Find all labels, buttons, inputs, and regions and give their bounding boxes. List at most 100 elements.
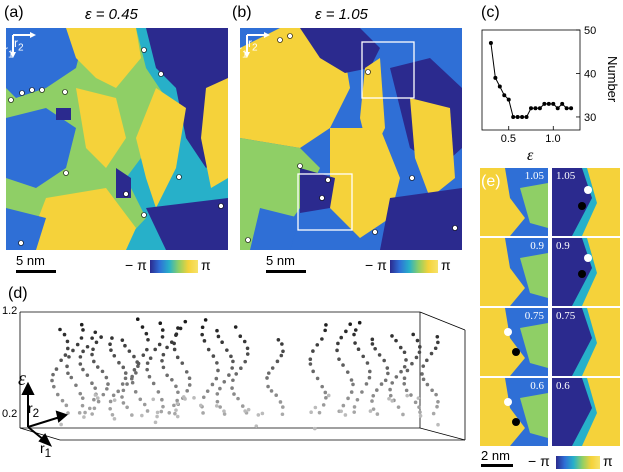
- trajectory-dot: [151, 397, 156, 402]
- trajectory-dot: [216, 334, 221, 339]
- trajectory-dot: [82, 415, 86, 419]
- trajectory-dot: [222, 409, 226, 413]
- trajectory-dot: [429, 351, 434, 356]
- panel-e-scalebar-label: 2 nm: [481, 448, 510, 463]
- trajectory-dot: [180, 361, 185, 365]
- chart-c-point: [564, 106, 569, 111]
- trajectory-dot: [377, 353, 382, 357]
- panel-b-colorbar-max: π: [441, 257, 451, 273]
- trajectory-dot: [182, 396, 187, 401]
- panel-b-scalebar-label: 5 nm: [266, 253, 295, 268]
- trajectory-dot: [92, 397, 96, 402]
- trajectory-dot: [172, 341, 176, 346]
- panel-b-r1-label: r1: [240, 43, 248, 61]
- trajectory-dot: [355, 397, 360, 402]
- trajectory-dot: [402, 350, 407, 355]
- trajectory-dot: [243, 359, 248, 364]
- trajectory-dot: [433, 346, 438, 351]
- trajectory-dot: [172, 403, 176, 408]
- trajectory-dot: [315, 343, 320, 347]
- trajectory-dot: [159, 409, 164, 414]
- tile-epsilon-value: 1.05: [556, 170, 576, 182]
- panel-a-colorbar-min: − π: [125, 257, 147, 273]
- trajectory-dot: [94, 340, 99, 345]
- trajectory-dot: [386, 371, 390, 376]
- trajectory-dot: [311, 369, 315, 374]
- panel-a-scalebar-label: 5 nm: [16, 253, 45, 268]
- panel-a-label: (a): [4, 4, 24, 21]
- panel-b-r2-label: r2: [248, 36, 258, 54]
- trajectory-dot: [116, 389, 120, 394]
- trajectory-dot: [155, 410, 160, 415]
- trajectory-dot: [92, 406, 97, 411]
- trajectory-dot: [95, 396, 100, 400]
- trajectory-dot: [144, 331, 149, 336]
- trajectory-dot: [410, 361, 414, 366]
- trajectory-dot: [99, 335, 103, 339]
- trajectory-dot: [100, 369, 105, 374]
- trajectory-dot: [404, 388, 409, 393]
- trajectory-dot: [206, 347, 211, 352]
- trajectory-dot: [96, 399, 101, 404]
- trajectory-dot: [90, 381, 94, 386]
- panel-b-colorbar-min: − π: [365, 257, 387, 273]
- trajectory-dot: [90, 336, 94, 340]
- trajectory-dot: [371, 407, 376, 411]
- trajectory-dot: [176, 326, 180, 330]
- trajectory-dot: [148, 356, 153, 360]
- panel-b-colorbar: [390, 260, 438, 273]
- panel-a-axes-arrows: [10, 32, 36, 58]
- trajectory-dot: [79, 322, 84, 327]
- trajectory-dot: [321, 403, 326, 407]
- panel-b-phase-map: r2 r1: [240, 28, 462, 250]
- chart-c-ylabel: Number: [605, 56, 620, 103]
- trajectory-dot: [104, 375, 109, 380]
- trajectory-dot: [120, 395, 124, 399]
- trajectory-dot: [364, 382, 369, 386]
- vortex-black-dot: [512, 348, 520, 356]
- trajectory-dot: [308, 357, 313, 361]
- trajectory-dot: [176, 390, 180, 395]
- trajectory-dot: [404, 358, 408, 362]
- trajectory-dot: [308, 362, 313, 366]
- trajectory-dot: [418, 414, 423, 418]
- phase-tile-image: [552, 238, 620, 306]
- panel-b-label: (b): [232, 4, 252, 21]
- trajectory-dot: [245, 346, 250, 351]
- trajectory-dot: [232, 392, 236, 396]
- trajectory-dot: [281, 405, 285, 409]
- chart-c-point: [497, 84, 502, 89]
- chart-c-point: [511, 114, 516, 119]
- trajectory-dot: [140, 325, 145, 329]
- trajectory-dot: [160, 397, 164, 402]
- trajectory-dot: [136, 361, 141, 366]
- trajectory-dot: [185, 389, 190, 393]
- trajectory-dot: [66, 411, 70, 415]
- trajectory-dot: [67, 355, 71, 359]
- trajectory-dot: [405, 393, 409, 398]
- chart-c-point: [515, 114, 520, 119]
- panel-d-r2-label: r2: [28, 400, 40, 420]
- trajectory-dot: [357, 320, 362, 325]
- phase-tile-image: [480, 308, 548, 376]
- trajectory-dot: [320, 384, 324, 389]
- trajectory-dot: [123, 343, 127, 348]
- trajectory-dot: [370, 399, 374, 403]
- trajectory-dot: [175, 355, 180, 360]
- tile-epsilon-value: 1.05: [524, 170, 544, 182]
- trajectory-dot: [52, 384, 56, 389]
- trajectory-dot: [370, 342, 375, 346]
- trajectory-dot: [430, 388, 434, 393]
- trajectory-dot: [108, 399, 113, 404]
- trajectory-dot: [160, 335, 165, 339]
- vortex-black-dot: [512, 418, 520, 426]
- trajectory-dot: [368, 369, 372, 374]
- trajectory-dot: [214, 404, 219, 408]
- trajectory-dot: [269, 389, 274, 393]
- panel-c-chart: 30 40 50 0.5 1.0 ε Number: [481, 25, 620, 164]
- trajectory-dot: [95, 365, 100, 369]
- trajectory-dot: [351, 382, 355, 387]
- tile-epsilon-value: 0.75: [556, 310, 576, 322]
- trajectory-dot: [409, 393, 413, 397]
- trajectory-dot: [436, 422, 440, 427]
